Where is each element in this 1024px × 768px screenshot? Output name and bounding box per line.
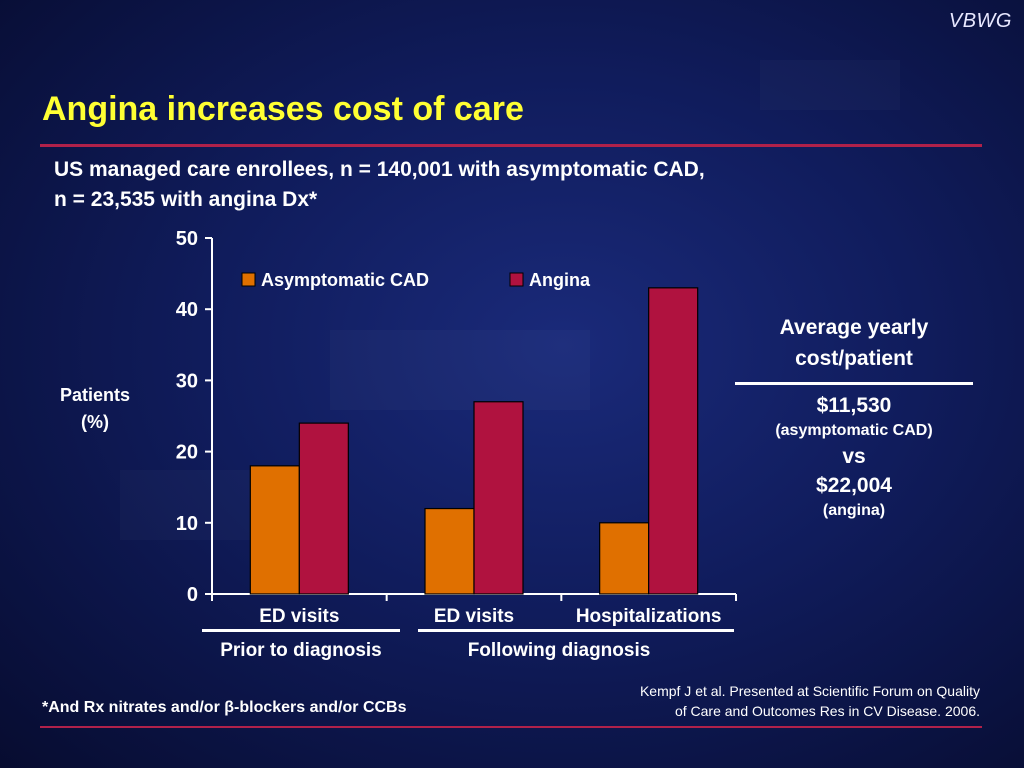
cost-versus: vs	[842, 445, 866, 468]
y-axis-label-line-2: (%)	[81, 412, 109, 432]
footnote: *And Rx nitrates and/or β-blockers and/o…	[42, 699, 407, 716]
legend-label: Angina	[529, 270, 591, 290]
cost-heading-line-2: cost/patient	[795, 347, 913, 370]
title-divider	[40, 144, 982, 147]
source-citation: Kempf J et al. Presented at Scientific F…	[520, 681, 980, 721]
bar-asymptomatic-cad	[424, 507, 475, 595]
y-axis-label-line-1: Patients	[59, 385, 131, 405]
cost-heading-line-1: Average yearly	[779, 316, 929, 339]
y-tick-label: 50	[176, 228, 198, 250]
y-axis-label: Patients (%)	[40, 382, 150, 436]
group-divider-following	[418, 629, 734, 632]
group-label-following: Following diagnosis	[467, 640, 651, 661]
legend-swatch	[241, 272, 256, 287]
group-divider-prior	[202, 629, 400, 632]
source-line-1: Kempf J et al. Presented at Scientific F…	[639, 683, 980, 699]
subtitle-line-2: n = 23,535 with angina Dx*	[54, 188, 318, 211]
subtitle-line-1: US managed care enrollees, n = 140,001 w…	[54, 158, 705, 181]
source-line-2: of Care and Outcomes Res in CV Disease. …	[674, 703, 980, 719]
group-label-prior: Prior to diagnosis	[220, 640, 382, 661]
cost-value-asymptomatic: $11,530	[816, 394, 892, 417]
page-title: Angina increases cost of care	[42, 90, 524, 128]
bar-asymptomatic-cad	[599, 522, 650, 595]
cost-summary: Average yearly cost/patient $11,530 (asy…	[730, 312, 978, 522]
y-tick-label: 0	[187, 584, 198, 606]
x-category-label: ED visits	[434, 606, 514, 627]
cost-divider	[735, 382, 973, 385]
bar-angina	[473, 401, 524, 595]
y-tick-label: 20	[176, 442, 198, 464]
x-category-label: Hospitalizations	[576, 606, 722, 627]
bar-asymptomatic-cad	[249, 465, 300, 595]
y-tick-label: 10	[176, 513, 198, 535]
cost-note-angina: (angina)	[822, 502, 886, 519]
cost-value-angina: $22,004	[816, 474, 892, 497]
brand-logo: VBWG	[948, 10, 1012, 32]
bar-angina	[648, 287, 699, 595]
legend-label: Asymptomatic CAD	[261, 270, 429, 290]
y-tick-label: 30	[176, 370, 198, 392]
legend-swatch	[509, 272, 524, 287]
bar-angina	[298, 422, 349, 595]
y-tick-label: 40	[176, 299, 198, 321]
cost-note-asymptomatic: (asymptomatic CAD)	[775, 422, 933, 439]
x-category-label: ED visits	[259, 606, 339, 627]
subtitle: US managed care enrollees, n = 140,001 w…	[54, 155, 954, 215]
bottom-divider	[40, 726, 982, 728]
